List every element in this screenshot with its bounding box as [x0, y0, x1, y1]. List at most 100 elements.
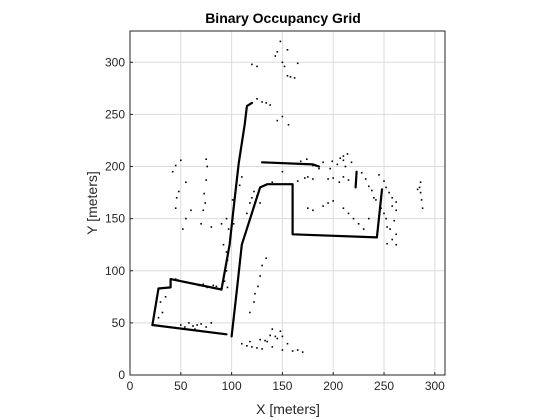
occupied-cell [395, 243, 397, 246]
occupied-cell [419, 181, 422, 183]
occupied-cell [279, 40, 282, 43]
occupied-cell [327, 202, 329, 204]
occupied-cell [395, 201, 397, 203]
occupied-cell [256, 194, 258, 197]
occupied-cell [225, 270, 228, 272]
occupied-cell [223, 280, 226, 282]
occupied-cell [182, 228, 184, 230]
occupied-cell [306, 158, 308, 160]
occupied-cell [196, 324, 198, 326]
occupied-cell [164, 296, 167, 298]
occupied-cell [276, 119, 279, 122]
occupied-cell [350, 161, 353, 164]
occupied-cell [265, 102, 267, 104]
occupied-cell [254, 292, 256, 295]
occupied-cell [378, 174, 380, 176]
occupied-cell [188, 322, 190, 324]
occupied-cell [283, 65, 286, 68]
occupied-cell [286, 49, 289, 51]
occupied-cell [419, 191, 422, 194]
occupied-cell [215, 285, 218, 288]
occupied-cell [256, 65, 258, 68]
lower-room-top-wall [169, 278, 223, 291]
occupied-cell [256, 98, 258, 100]
occupied-cell [238, 184, 241, 187]
occupied-cell [271, 346, 274, 348]
occupied-cell [184, 326, 186, 328]
occupied-cell [264, 339, 266, 342]
occupied-cell [385, 217, 387, 220]
occupied-cell [281, 61, 284, 64]
occupied-cell [210, 226, 213, 228]
occupied-cell [174, 164, 177, 167]
y-tick-label: 200 [105, 160, 125, 174]
y-tick-label: 50 [112, 316, 126, 330]
occupied-cell [159, 301, 162, 303]
occupied-cell [206, 286, 208, 289]
occupied-cell [266, 340, 268, 343]
occupied-cell [271, 181, 274, 183]
occupied-cell [395, 233, 397, 236]
corridor-left-wall [220, 101, 253, 291]
grid-lines [129, 31, 445, 376]
occupied-cell [386, 242, 388, 245]
occupied-cell [261, 264, 263, 267]
occupied-cell [269, 334, 271, 337]
occupied-cells [154, 40, 424, 353]
occupied-cell [342, 155, 345, 157]
occupied-cell [225, 217, 228, 220]
occupied-cell [307, 176, 309, 178]
occupied-cell [198, 284, 200, 287]
occupied-cell [190, 209, 192, 212]
occupied-cell [274, 55, 277, 57]
occupied-cell [291, 350, 294, 352]
occupied-cell [256, 347, 258, 349]
x-tick-label: 100 [222, 379, 242, 393]
occupied-cell [383, 212, 385, 215]
occupied-cell [192, 325, 194, 327]
occupied-cell [259, 338, 261, 341]
occupied-cell [322, 205, 324, 207]
occupied-cell [210, 322, 213, 324]
occupied-cell [342, 176, 345, 178]
occupied-cell [304, 177, 306, 179]
axes-frame [129, 30, 446, 376]
chart-title: Binary Occupancy Grid [205, 10, 361, 26]
occupied-cell [154, 306, 157, 308]
occupied-cell [327, 178, 329, 180]
occupied-cell [312, 164, 314, 167]
occupied-cell [249, 311, 251, 314]
occupied-cell [336, 163, 339, 166]
occupied-cell [205, 179, 207, 181]
occupied-cell [389, 228, 391, 230]
upper-room-right-wall [354, 170, 358, 189]
occupied-cell [360, 172, 363, 174]
occupied-cell [253, 301, 255, 303]
occupied-cell [194, 328, 196, 330]
occupied-cell [192, 282, 194, 285]
occupied-cell [205, 326, 207, 328]
occupied-cell [281, 349, 284, 351]
x-tick-label: 0 [127, 379, 134, 393]
occupied-cell [203, 192, 205, 195]
occupied-cell [202, 283, 204, 286]
occupied-cell [261, 348, 263, 350]
occupied-cell [274, 335, 277, 338]
occupied-cell [289, 76, 292, 78]
occupied-cell [251, 346, 253, 348]
occupied-cell [391, 238, 393, 241]
occupied-cell [281, 115, 284, 118]
occupied-cell [312, 178, 314, 180]
occupied-cell [338, 181, 341, 183]
y-tick-label: 150 [105, 212, 125, 226]
occupied-cell [296, 180, 299, 182]
y-tick-label: 300 [105, 55, 125, 69]
x-tick-label: 300 [425, 379, 445, 393]
occupied-cell [391, 197, 393, 199]
y-tick-label: 100 [105, 264, 125, 278]
occupied-cell [231, 199, 234, 201]
occupied-cell [180, 159, 182, 162]
occupied-cell [352, 217, 355, 220]
occupied-cell [318, 167, 320, 170]
occupied-cell [204, 202, 206, 204]
